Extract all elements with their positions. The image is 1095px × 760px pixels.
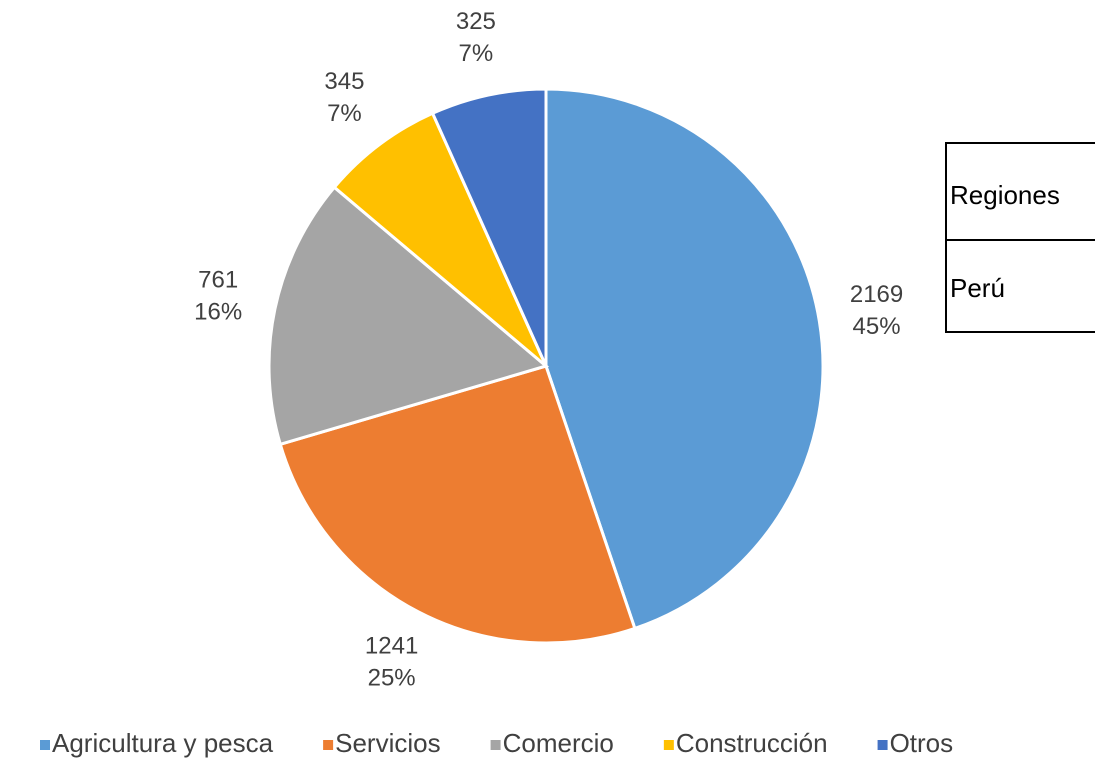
value-label: 345 [324,68,364,95]
percent-label: 45% [853,313,901,340]
table-cell: Regiones [950,180,1060,210]
side-table: Regiones Perú [945,142,1095,333]
legend-swatch [877,740,888,750]
pie-slice [267,185,550,447]
legend-label: Construcción [676,728,828,758]
table-cell: Perú [950,273,1005,303]
legend-swatch [323,740,334,750]
legend-label: Otros [890,728,954,758]
percent-label: 25% [368,665,416,692]
legend-label: Servicios [335,728,440,758]
pie-slice [544,87,825,631]
legend-label: Comercio [503,728,614,758]
legend-swatch [490,740,501,750]
pie-slice [332,111,548,368]
percent-label: 7% [327,100,362,127]
value-label: 1241 [365,633,418,660]
legend-label: Agricultura y pesca [52,728,274,758]
pie-slice [430,87,548,367]
percent-label: 7% [459,40,494,67]
pie-slice [278,364,637,645]
value-label: 2169 [850,281,903,308]
table-frame [945,142,1095,333]
percent-label: 16% [194,298,242,325]
legend-swatch [663,740,674,750]
value-label: 761 [198,266,238,293]
legend: Agricultura y pesca Servicios Comercio Cons… [40,728,953,758]
legend-swatch [40,740,50,750]
value-label: 325 [456,8,496,35]
